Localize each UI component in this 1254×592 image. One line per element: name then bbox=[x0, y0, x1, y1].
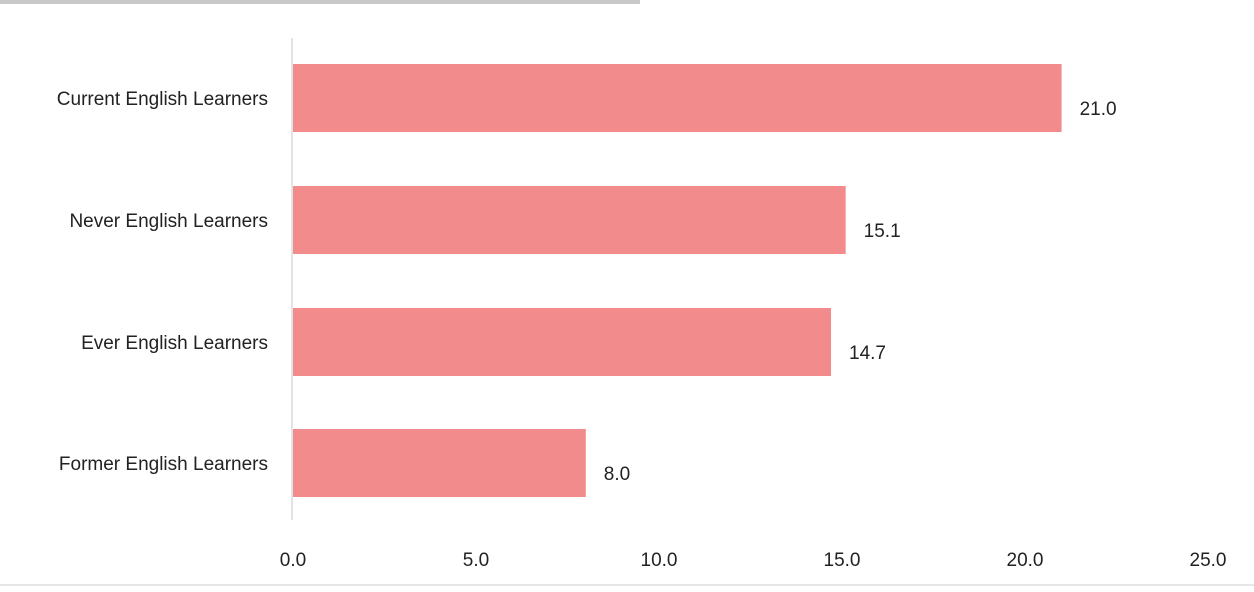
x-tick-label-1: 5.0 bbox=[463, 550, 489, 571]
value-label-0: 21.0 bbox=[1080, 99, 1117, 120]
category-label-3: Former English Learners bbox=[59, 454, 268, 475]
x-tick-label-0: 0.0 bbox=[280, 550, 306, 571]
top-rule bbox=[0, 0, 640, 4]
x-tick-label-5: 25.0 bbox=[1190, 550, 1227, 571]
x-tick-label-2: 10.0 bbox=[641, 550, 678, 571]
category-label-0: Current English Learners bbox=[57, 89, 268, 110]
bottom-rule bbox=[0, 584, 1254, 586]
labels-layer: 21.0 Current English Learners 15.1 Never En… bbox=[57, 89, 1117, 485]
value-label-3: 8.0 bbox=[604, 464, 630, 485]
value-label-1: 15.1 bbox=[864, 221, 901, 242]
bar-1 bbox=[293, 186, 846, 254]
bars-layer bbox=[293, 64, 1062, 497]
category-label-2: Ever English Learners bbox=[81, 333, 268, 354]
category-label-1: Never English Learners bbox=[69, 211, 268, 232]
x-tick-labels: 0.0 5.0 10.0 15.0 20.0 25.0 bbox=[280, 550, 1227, 571]
bar-2 bbox=[293, 308, 832, 376]
bar-0 bbox=[293, 64, 1062, 132]
x-tick-label-3: 15.0 bbox=[824, 550, 861, 571]
bar-3 bbox=[293, 429, 586, 497]
x-tick-label-4: 20.0 bbox=[1007, 550, 1044, 571]
value-label-2: 14.7 bbox=[849, 343, 886, 364]
